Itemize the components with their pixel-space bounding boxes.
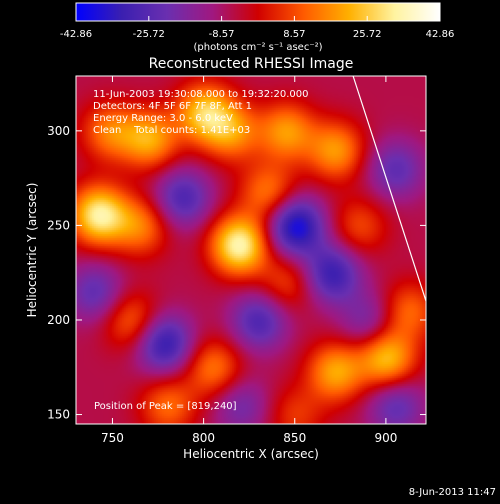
info-time-range: 11-Jun-2003 19:30:08.000 to 19:32:20.000 [93,89,309,100]
y-axis-label: Heliocentric Y (arcsec) [25,183,39,318]
x-tick-label: 800 [192,431,215,445]
y-tick-label: 300 [47,124,70,138]
x-tick-label: 750 [101,431,124,445]
chart-title: Reconstructed RHESSI Image [149,56,354,72]
footer-timestamp: 8-Jun-2013 11:47 [409,487,496,498]
info-detectors: Detectors: 4F 5F 6F 7F 8F, Att 1 [93,101,252,112]
colorbar-gradient [75,2,441,22]
x-axis-label: Heliocentric X (arcsec) [183,447,319,461]
colorbar-tick-label: -8.57 [209,29,235,40]
colorbar-tick-label: 42.86 [426,29,455,40]
peak-position-label: Position of Peak = [819,240] [94,401,237,412]
info-clean-counts: Clean Total counts: 1.41E+03 [93,125,250,136]
x-axis: 750 800 850 900 [101,76,397,445]
colorbar-tick-label: -25.72 [133,29,165,40]
x-tick-label: 850 [283,431,306,445]
colorbar-ticks: -42.86 -25.72 -8.57 8.57 25.72 42.86 [60,16,454,40]
y-tick-label: 200 [47,313,70,327]
colorbar-tick-label: 25.72 [353,29,382,40]
heatmap-container [76,76,426,424]
y-axis: 150 200 250 300 [47,124,426,422]
colorbar: -42.86 -25.72 -8.57 8.57 25.72 42.86 (photons… [60,2,454,53]
colorbar-tick-label: 8.57 [283,29,305,40]
x-tick-label: 900 [374,431,397,445]
info-text: 11-Jun-2003 19:30:08.000 to 19:32:20.000… [93,89,309,136]
y-tick-label: 250 [47,218,70,232]
plot-frame [75,75,427,425]
solar-limb-line [352,76,426,302]
heatmap-image [76,76,426,424]
y-tick-label: 150 [47,408,70,422]
colorbar-units: (photons cm⁻² s⁻¹ asec⁻²) [193,42,322,53]
info-energy-range: Energy Range: 3.0 - 6.0 keV [93,113,233,124]
colorbar-tick-label: -42.86 [60,29,92,40]
